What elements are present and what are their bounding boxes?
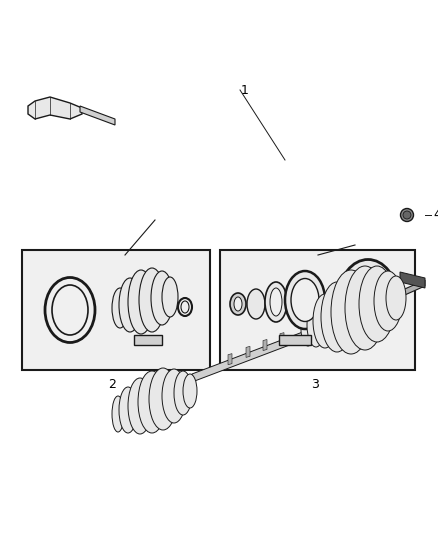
Ellipse shape xyxy=(291,279,319,321)
Ellipse shape xyxy=(139,268,165,332)
Ellipse shape xyxy=(400,208,413,222)
Polygon shape xyxy=(263,340,267,351)
Ellipse shape xyxy=(359,266,395,342)
Polygon shape xyxy=(246,346,250,357)
Ellipse shape xyxy=(270,288,282,316)
Ellipse shape xyxy=(128,270,154,334)
Polygon shape xyxy=(192,330,308,382)
Ellipse shape xyxy=(112,396,124,432)
Polygon shape xyxy=(228,354,232,365)
Ellipse shape xyxy=(162,369,186,423)
Ellipse shape xyxy=(52,285,88,335)
Ellipse shape xyxy=(321,282,353,352)
Ellipse shape xyxy=(162,277,178,317)
Ellipse shape xyxy=(138,371,166,433)
Ellipse shape xyxy=(112,288,128,328)
Ellipse shape xyxy=(230,293,246,315)
Ellipse shape xyxy=(386,276,406,320)
Ellipse shape xyxy=(313,294,337,348)
FancyBboxPatch shape xyxy=(134,335,162,345)
Text: 1: 1 xyxy=(241,84,249,96)
Ellipse shape xyxy=(128,378,152,434)
Ellipse shape xyxy=(347,268,389,326)
Polygon shape xyxy=(80,106,115,125)
Text: 3: 3 xyxy=(311,378,319,392)
Polygon shape xyxy=(398,280,425,298)
Ellipse shape xyxy=(181,301,189,313)
Text: 4: 4 xyxy=(433,208,438,222)
Ellipse shape xyxy=(301,312,315,346)
Polygon shape xyxy=(400,272,425,288)
Ellipse shape xyxy=(247,289,265,319)
Ellipse shape xyxy=(374,271,402,331)
Ellipse shape xyxy=(265,282,287,322)
Ellipse shape xyxy=(345,266,385,350)
Ellipse shape xyxy=(234,297,242,311)
Bar xyxy=(22,250,210,370)
FancyBboxPatch shape xyxy=(279,335,311,345)
Ellipse shape xyxy=(403,211,411,219)
Ellipse shape xyxy=(119,387,137,433)
Ellipse shape xyxy=(149,368,177,430)
Ellipse shape xyxy=(151,271,173,325)
Bar xyxy=(220,250,415,370)
Ellipse shape xyxy=(331,270,371,354)
Text: 2: 2 xyxy=(108,378,116,392)
Ellipse shape xyxy=(119,278,141,332)
Polygon shape xyxy=(280,333,284,344)
Polygon shape xyxy=(28,97,82,119)
Ellipse shape xyxy=(307,303,325,347)
Ellipse shape xyxy=(174,371,192,415)
Ellipse shape xyxy=(340,282,370,337)
Ellipse shape xyxy=(339,260,397,335)
Ellipse shape xyxy=(285,271,325,329)
Ellipse shape xyxy=(183,374,197,408)
